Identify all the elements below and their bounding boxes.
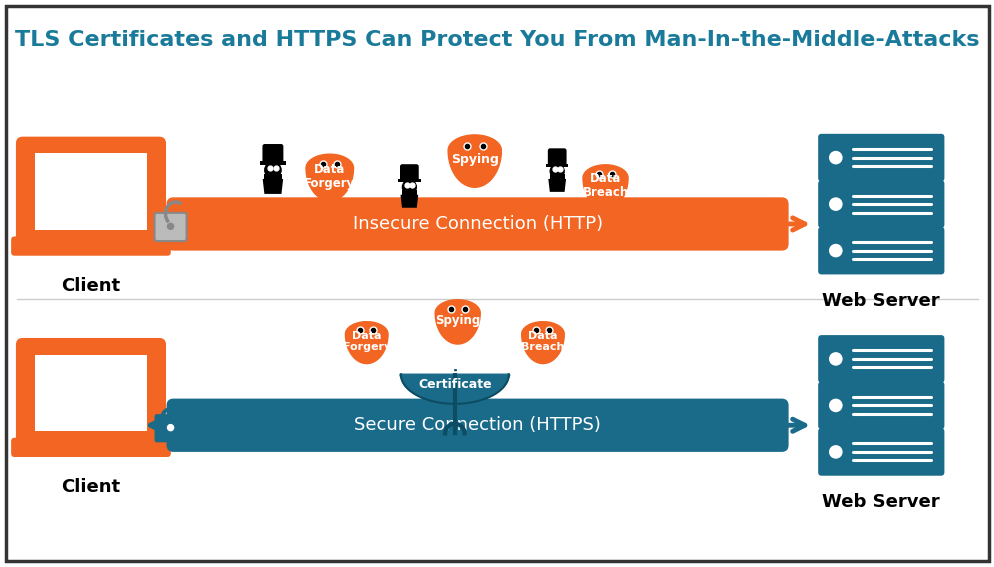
Text: Client: Client [62,277,120,295]
FancyBboxPatch shape [262,144,283,163]
FancyBboxPatch shape [817,428,943,476]
Circle shape [828,151,842,164]
FancyBboxPatch shape [402,190,416,195]
Polygon shape [401,195,417,208]
FancyBboxPatch shape [16,137,166,247]
Text: Web Server: Web Server [822,292,939,310]
FancyBboxPatch shape [817,180,943,228]
FancyBboxPatch shape [166,399,788,452]
FancyBboxPatch shape [11,236,171,256]
Text: Data
Breach: Data Breach [521,331,565,352]
Polygon shape [262,179,283,194]
FancyBboxPatch shape [400,164,418,181]
FancyBboxPatch shape [263,174,281,179]
FancyBboxPatch shape [35,154,146,230]
FancyBboxPatch shape [548,149,566,166]
Polygon shape [447,135,501,187]
FancyBboxPatch shape [166,197,788,251]
FancyBboxPatch shape [817,382,943,429]
FancyBboxPatch shape [154,414,187,442]
Circle shape [549,163,565,179]
Text: TLS
Certificate: TLS Certificate [417,363,491,391]
Circle shape [828,445,842,459]
Polygon shape [434,300,480,344]
Text: Web Server: Web Server [822,493,939,511]
FancyBboxPatch shape [546,163,568,167]
Text: Insecure Connection (HTTP): Insecure Connection (HTTP) [352,215,602,233]
FancyBboxPatch shape [817,227,943,274]
Text: Client: Client [62,478,120,496]
Circle shape [828,244,842,257]
FancyBboxPatch shape [11,438,171,457]
FancyBboxPatch shape [35,355,146,431]
Polygon shape [521,321,564,363]
FancyBboxPatch shape [549,174,565,179]
FancyBboxPatch shape [16,338,166,448]
Circle shape [167,424,174,431]
FancyBboxPatch shape [259,161,285,164]
FancyBboxPatch shape [817,134,943,181]
FancyBboxPatch shape [817,335,943,383]
Circle shape [828,197,842,211]
Circle shape [828,399,842,412]
Polygon shape [548,179,566,192]
Circle shape [828,352,842,366]
Polygon shape [345,321,388,363]
Text: Spying: Spying [434,314,480,327]
Text: Spying: Spying [450,153,498,166]
Text: Data
Breach: Data Breach [581,172,628,199]
Circle shape [402,179,416,195]
Text: TLS Certificates and HTTPS Can Protect You From Man-In-the-Middle-Attacks: TLS Certificates and HTTPS Can Protect Y… [15,29,979,50]
FancyBboxPatch shape [6,6,988,561]
Text: Data
Forgery: Data Forgery [304,163,355,190]
Polygon shape [582,165,627,209]
FancyBboxPatch shape [398,179,420,183]
Text: Data
Forgery: Data Forgery [342,331,391,352]
Circle shape [167,223,174,230]
Polygon shape [401,374,508,404]
FancyBboxPatch shape [154,213,187,241]
Circle shape [263,161,281,179]
Text: Secure Connection (HTTPS): Secure Connection (HTTPS) [354,416,600,434]
Polygon shape [306,154,353,201]
